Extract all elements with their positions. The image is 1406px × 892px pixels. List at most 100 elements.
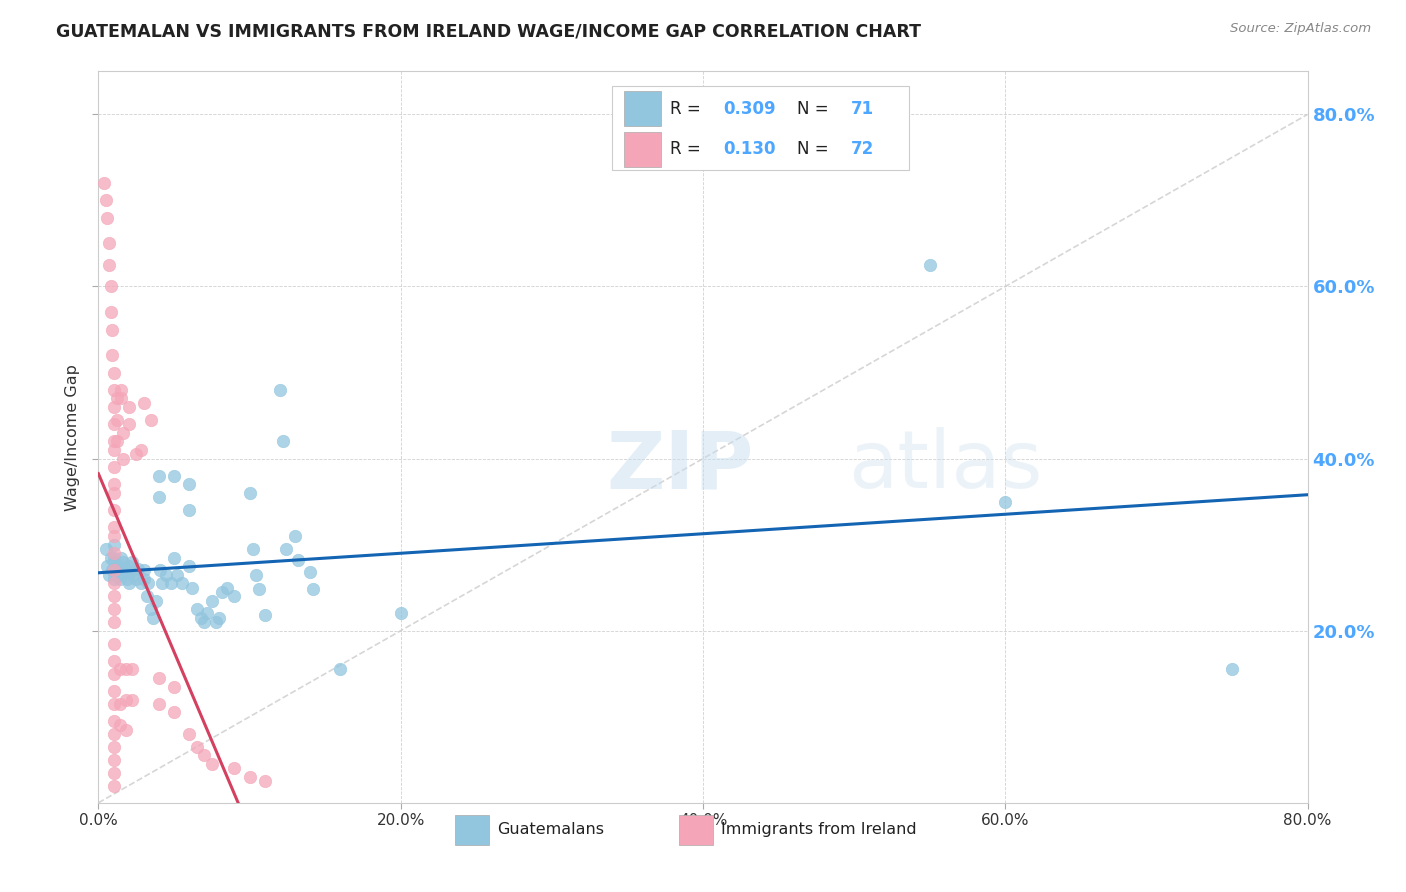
Point: [103, 753, 125, 767]
Point: [103, 442, 125, 457]
Text: GUATEMALAN VS IMMIGRANTS FROM IRELAND WAGE/INCOME GAP CORRELATION CHART: GUATEMALAN VS IMMIGRANTS FROM IRELAND WA…: [56, 22, 921, 40]
Point: [179, 727, 201, 741]
Point: [103, 520, 125, 534]
Point: [253, 774, 276, 789]
Point: [114, 662, 136, 676]
Text: ZIP: ZIP: [606, 427, 754, 506]
Point: [96, 211, 118, 225]
Point: [103, 564, 125, 578]
Point: [100, 305, 122, 319]
Point: [103, 602, 125, 616]
Point: [103, 546, 125, 560]
Point: [114, 564, 136, 578]
Point: [103, 615, 125, 629]
Point: [103, 572, 125, 586]
Point: [108, 662, 131, 676]
Point: [103, 555, 125, 569]
Text: N =: N =: [797, 100, 834, 118]
Text: Source: ZipAtlas.com: Source: ZipAtlas.com: [1230, 22, 1371, 36]
Point: [239, 486, 262, 500]
FancyBboxPatch shape: [613, 86, 908, 170]
Point: [103, 779, 125, 793]
Point: [211, 585, 233, 599]
Point: [155, 567, 177, 582]
Point: [103, 366, 125, 380]
Point: [163, 468, 186, 483]
Point: [114, 692, 136, 706]
Point: [103, 434, 125, 449]
Point: [329, 662, 352, 676]
Point: [145, 593, 167, 607]
Point: [190, 611, 212, 625]
Point: [115, 572, 138, 586]
Point: [103, 529, 125, 543]
Point: [179, 477, 201, 491]
Point: [170, 576, 193, 591]
Text: Immigrants from Ireland: Immigrants from Ireland: [721, 822, 917, 838]
Point: [111, 425, 134, 440]
Point: [100, 550, 122, 565]
Text: 0.309: 0.309: [724, 100, 776, 118]
Point: [103, 538, 125, 552]
Point: [103, 503, 125, 517]
Point: [103, 400, 125, 414]
Point: [224, 761, 246, 775]
Point: [103, 727, 125, 741]
Point: [201, 593, 224, 607]
Point: [181, 581, 204, 595]
Point: [111, 451, 134, 466]
Text: N =: N =: [797, 140, 834, 158]
Point: [101, 348, 124, 362]
Point: [121, 555, 143, 569]
Point: [103, 477, 125, 491]
Text: 72: 72: [851, 140, 873, 158]
Point: [108, 572, 131, 586]
Point: [163, 550, 186, 565]
Point: [132, 572, 155, 586]
Point: [103, 765, 125, 780]
Point: [389, 607, 412, 621]
Point: [148, 468, 170, 483]
Point: [125, 447, 148, 461]
Point: [242, 541, 264, 556]
Point: [302, 582, 325, 597]
Point: [148, 491, 170, 505]
FancyBboxPatch shape: [624, 131, 661, 167]
Point: [121, 662, 143, 676]
Point: [132, 395, 155, 409]
Point: [103, 550, 125, 565]
Text: R =: R =: [671, 100, 706, 118]
Point: [299, 565, 322, 579]
Point: [96, 559, 118, 574]
Point: [186, 739, 208, 754]
Text: 0.130: 0.130: [724, 140, 776, 158]
Point: [101, 322, 124, 336]
Point: [129, 576, 152, 591]
Point: [239, 770, 262, 784]
Point: [93, 176, 115, 190]
Point: [103, 684, 125, 698]
Point: [918, 258, 941, 272]
Point: [114, 723, 136, 737]
Point: [163, 706, 186, 720]
Point: [224, 589, 246, 603]
Text: Guatemalans: Guatemalans: [498, 822, 605, 838]
Point: [110, 383, 132, 397]
Point: [103, 589, 125, 603]
Point: [132, 564, 155, 578]
Point: [105, 413, 128, 427]
Point: [166, 567, 188, 582]
Point: [108, 697, 131, 711]
Point: [247, 582, 270, 597]
Point: [103, 637, 125, 651]
Point: [111, 555, 134, 569]
Text: R =: R =: [671, 140, 706, 158]
Point: [103, 697, 125, 711]
Point: [103, 714, 125, 728]
Point: [284, 529, 307, 543]
Point: [108, 718, 131, 732]
Point: [105, 392, 128, 406]
Point: [148, 671, 170, 685]
Point: [98, 567, 121, 582]
Point: [1220, 662, 1243, 676]
